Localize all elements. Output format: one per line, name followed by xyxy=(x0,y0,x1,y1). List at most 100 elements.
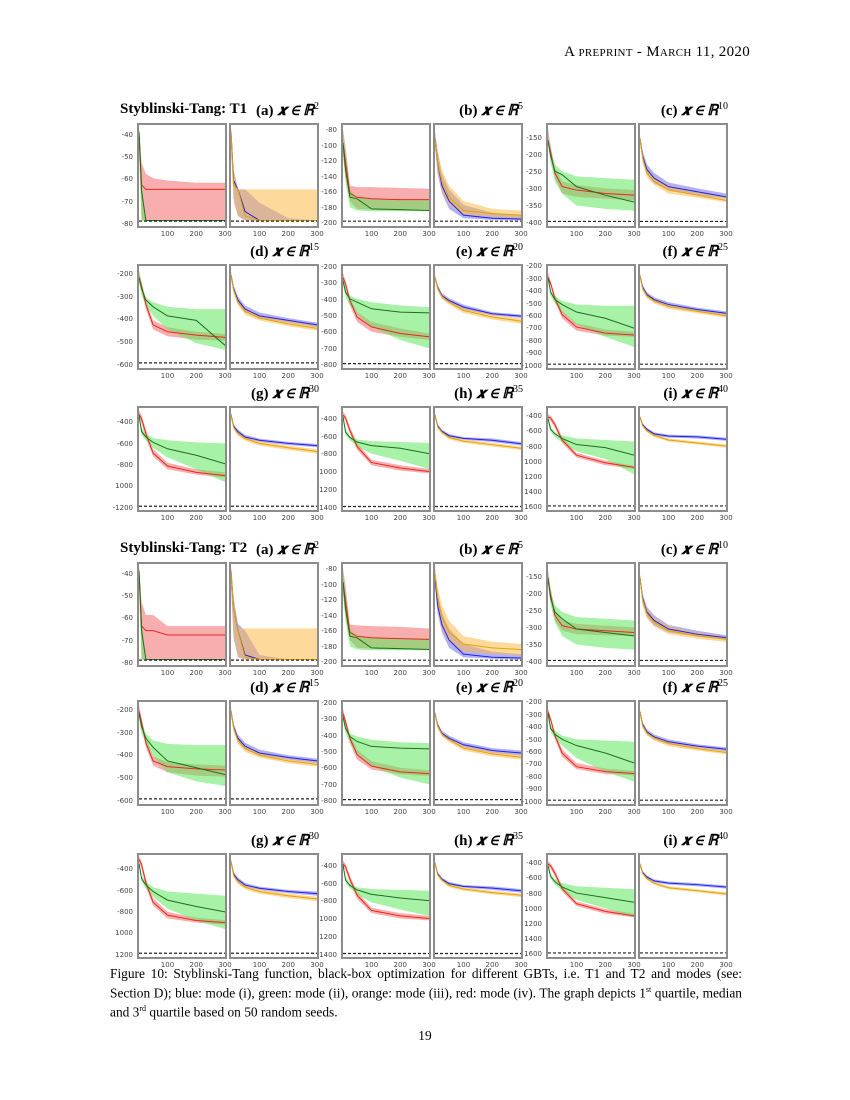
y-tick-label: -150 xyxy=(526,572,542,581)
x-tick-label: 300 xyxy=(627,372,641,380)
y-tick-label: -70 xyxy=(121,636,133,645)
left-subplot xyxy=(546,264,636,370)
x-tick-label: 200 xyxy=(598,372,612,380)
panel-letter: (c) xyxy=(660,542,678,558)
left-subplot xyxy=(341,406,431,512)
orange-median-line xyxy=(231,274,317,329)
x-tick-label: 300 xyxy=(719,230,733,238)
x-tick-label: 200 xyxy=(281,669,295,677)
left-subplot-plot xyxy=(343,411,429,508)
red-median-line xyxy=(139,277,225,338)
y-tick-label: 1200 xyxy=(115,950,133,959)
x-tick-label: 300 xyxy=(218,808,232,816)
y-tick-label: -100 xyxy=(321,141,337,150)
x-tick-label: 100 xyxy=(364,230,379,238)
panel-dimension: 20 xyxy=(513,678,523,689)
x-tick-label: 200 xyxy=(393,514,407,522)
right-subplot xyxy=(433,406,523,512)
x-tick-label: 200 xyxy=(189,961,203,969)
y-tick-label: -120 xyxy=(321,596,337,605)
right-subplot xyxy=(229,264,319,370)
y-tick-label: -140 xyxy=(321,172,337,181)
y-tick-label: -160 xyxy=(321,627,337,636)
orange-median-line xyxy=(640,275,726,317)
x-tick-label: 300 xyxy=(627,230,641,238)
right-subplot-plot xyxy=(640,273,726,365)
x-tick-label: 200 xyxy=(393,808,407,816)
right-subplot-plot xyxy=(640,415,726,507)
right-subplot-plot xyxy=(640,709,726,801)
x-tick-label: 300 xyxy=(514,808,528,816)
y-tick-label: -200 xyxy=(117,270,133,279)
panel-letter: (a) xyxy=(256,103,274,119)
left-subplot xyxy=(341,700,431,806)
y-tick-label: -500 xyxy=(117,338,133,347)
x-tick-label: 200 xyxy=(485,808,499,816)
x-tick-label: 300 xyxy=(218,372,232,380)
x-tick-label: 200 xyxy=(189,230,203,238)
panel-set-symbol: 𝒙 ∈ ℝ xyxy=(681,542,718,558)
y-tick-label: 1400 xyxy=(319,951,337,960)
y-tick-label: -40 xyxy=(121,570,133,579)
x-tick-label: 100 xyxy=(569,514,584,522)
caption-sup: st xyxy=(645,985,652,994)
y-tick-label: -200 xyxy=(526,698,542,707)
panel-label: (c) 𝒙 ∈ ℝ10 xyxy=(661,101,728,120)
orange-iqr-band xyxy=(435,566,521,656)
panel-dimension: 2 xyxy=(314,101,319,112)
green-median-line xyxy=(139,570,225,660)
x-tick-label: 100 xyxy=(160,230,175,238)
left-subplot-plot xyxy=(548,414,634,507)
x-tick-label: 100 xyxy=(364,808,379,816)
left-subplot xyxy=(341,264,431,370)
x-tick-label: 200 xyxy=(281,514,295,522)
x-tick-label: 100 xyxy=(569,669,584,677)
left-subplot-plot xyxy=(343,129,429,222)
green-iqr-band xyxy=(139,272,225,350)
left-subplot xyxy=(137,700,227,806)
green-iqr-band xyxy=(139,708,225,786)
y-tick-label: -500 xyxy=(526,735,542,744)
green-iqr-band xyxy=(548,274,634,347)
x-tick-label: 100 xyxy=(661,372,676,380)
orange-iqr-band xyxy=(435,861,521,898)
x-tick-label: 100 xyxy=(569,372,584,380)
x-tick-label: 200 xyxy=(598,669,612,677)
left-subplot xyxy=(546,123,636,228)
panel-set-symbol: 𝒙 ∈ ℝ xyxy=(277,542,314,558)
right-subplot xyxy=(433,700,523,806)
red-median-line xyxy=(139,710,225,771)
red-median-line xyxy=(548,277,634,336)
y-tick-label: -400 xyxy=(526,859,542,868)
y-tick-label: -400 xyxy=(526,287,542,296)
y-tick-label: 1000 xyxy=(115,929,133,938)
orange-median-line xyxy=(435,713,521,758)
orange-iqr-band xyxy=(640,415,726,448)
orange-median-line xyxy=(640,711,726,753)
red-iqr-band xyxy=(343,568,429,650)
x-tick-label: 100 xyxy=(456,961,471,969)
y-tick-label: -300 xyxy=(526,274,542,283)
green-median-line xyxy=(139,277,225,346)
y-tick-label: -400 xyxy=(321,861,337,870)
right-subplot xyxy=(229,123,319,228)
y-tick-label: -40 xyxy=(121,131,133,140)
x-tick-label: 300 xyxy=(422,230,436,238)
y-tick-label: -800 xyxy=(321,797,337,806)
x-tick-label: 100 xyxy=(456,808,471,816)
right-subplot-plot xyxy=(435,131,521,222)
x-tick-label: 200 xyxy=(189,372,203,380)
x-tick-label: 200 xyxy=(485,961,499,969)
panel-dimension: 10 xyxy=(718,101,728,112)
x-tick-label: 100 xyxy=(252,961,267,969)
y-tick-label: -300 xyxy=(321,715,337,724)
left-subplot xyxy=(546,406,636,512)
y-tick-label: -800 xyxy=(526,442,542,451)
red-iqr-band xyxy=(343,860,429,921)
y-tick-label: -700 xyxy=(321,344,337,353)
x-tick-label: 200 xyxy=(598,808,612,816)
y-tick-label: 1600 xyxy=(524,950,542,959)
red-median-line xyxy=(343,581,429,640)
panel-letter: (g) xyxy=(251,833,269,849)
y-tick-label: -400 xyxy=(117,865,133,874)
